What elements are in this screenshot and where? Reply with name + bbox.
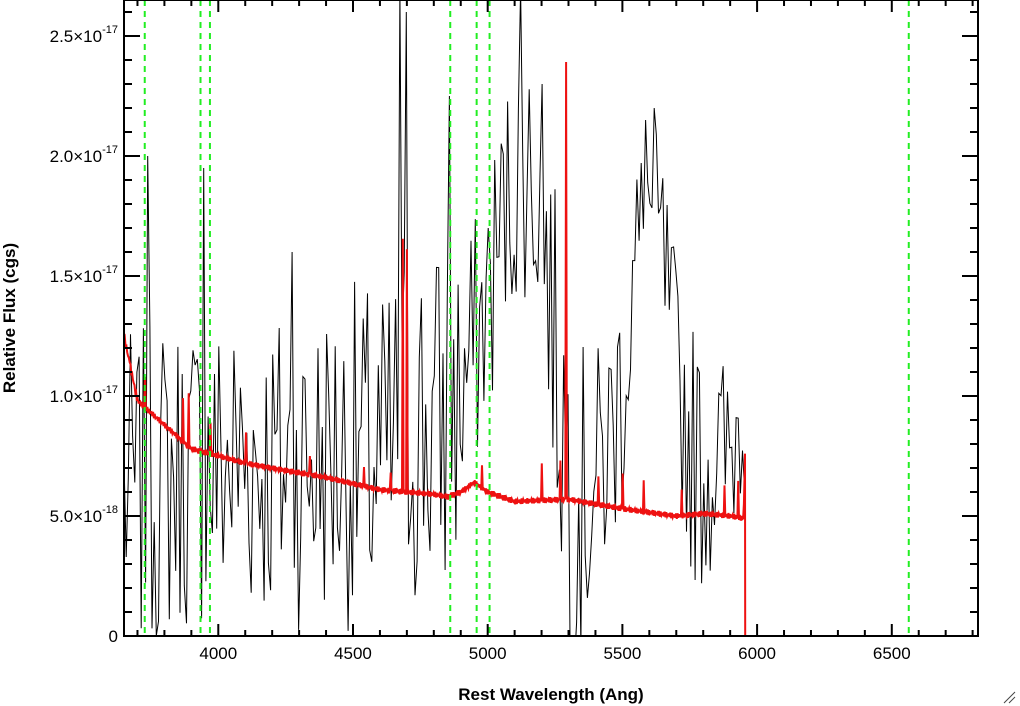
y-axis-label: Relative Flux (cgs) [0,243,19,393]
y-tick-label: 5.0×10-18 [50,504,118,526]
plot-frame [123,0,979,637]
y-tick-label: 1.5×10-17 [50,264,118,286]
x-tick-label: 6000 [738,644,776,663]
observed-spectrum-line [124,0,746,636]
axis-tick-labels: 4000 4500 5000 5500 6000 6500 0 5.0×10-18 1.0×10… [50,24,911,663]
x-tick-label: 5000 [469,644,507,663]
axis-ticks [124,0,978,637]
plot-area [124,0,978,636]
resize-grip-icon[interactable] [1002,690,1016,704]
y-tick-label: 1.0×10-17 [50,384,118,406]
y-tick-label: 2.5×10-17 [50,24,118,46]
x-tick-label: 5500 [603,644,641,663]
plot-content [124,0,978,636]
x-axis-label: Rest Wavelength (Ang) [458,685,643,704]
x-tick-label: 4000 [199,644,237,663]
x-tick-label: 4500 [334,644,372,663]
y-tick-label: 0 [109,627,118,646]
model-fit-line [124,61,978,636]
x-tick-label: 6500 [873,644,911,663]
y-tick-label: 2.0×10-17 [50,144,118,166]
